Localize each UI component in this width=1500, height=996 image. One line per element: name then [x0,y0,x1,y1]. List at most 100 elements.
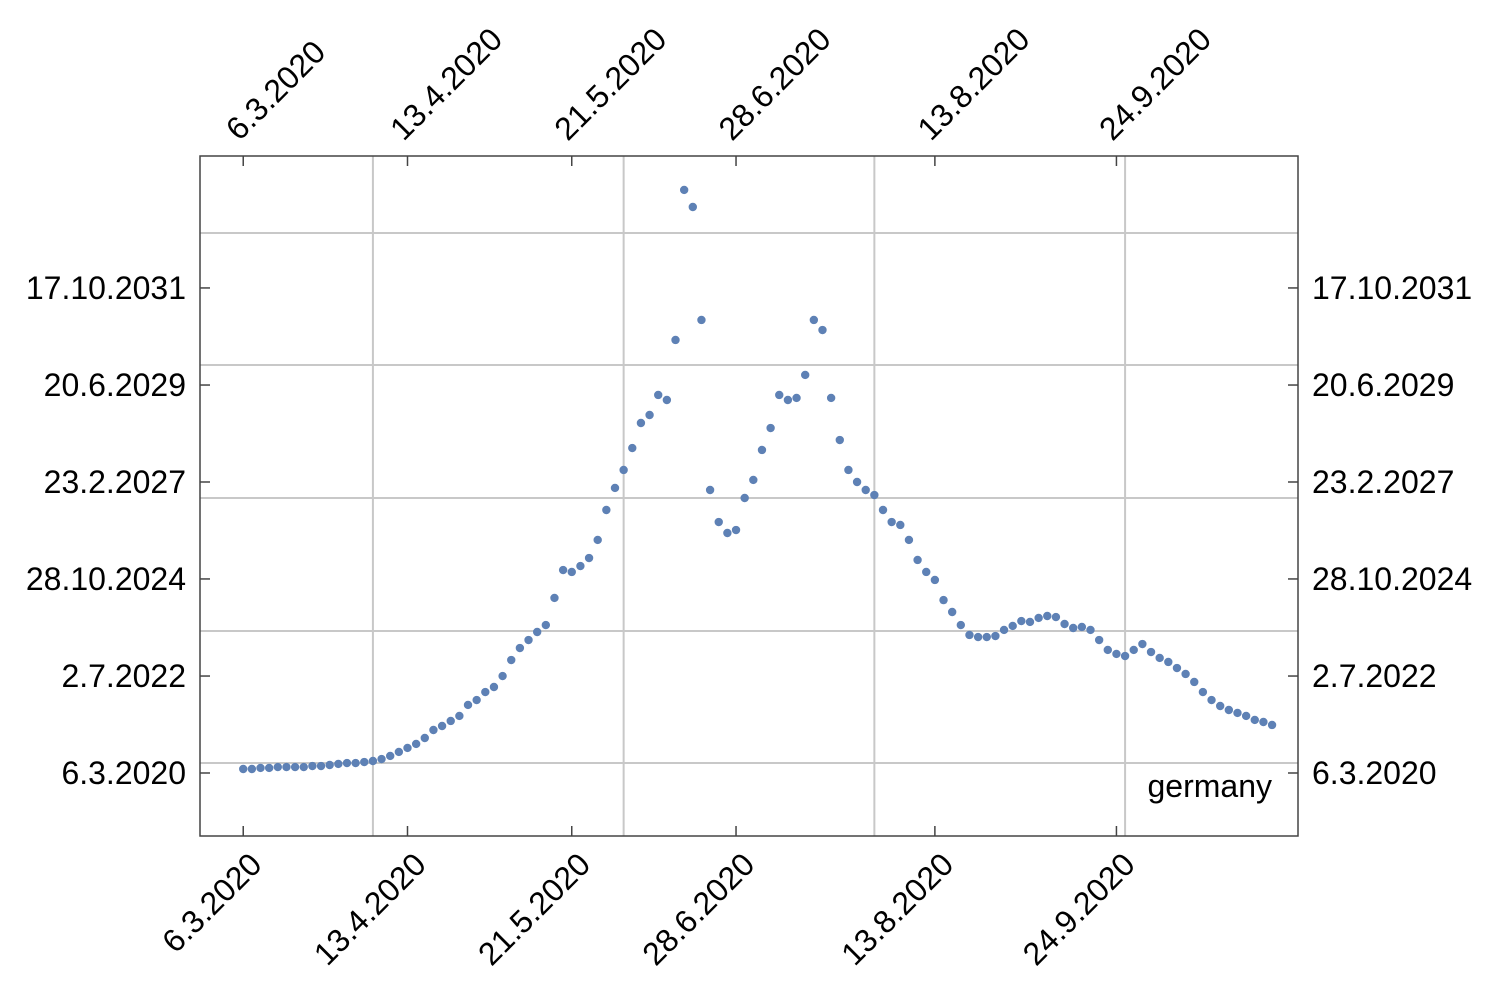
point [256,763,265,773]
point [1112,649,1121,659]
point [541,620,551,630]
point [1267,720,1277,730]
point [377,754,386,764]
point [1207,695,1216,705]
point [705,485,715,495]
point [1120,651,1130,661]
point [472,695,481,705]
point [290,762,300,772]
point [515,643,525,653]
point [489,682,499,692]
x-tick-label: 13.4.2020 [307,846,433,972]
y-tick-label-right: 23.2.2027 [1312,464,1454,500]
x-tick-label: 24.9.2020 [1016,846,1142,972]
point [273,762,283,772]
point [904,535,914,545]
point [584,553,594,563]
point [697,315,706,325]
point [567,567,576,577]
point [965,630,974,640]
x-tick-label: 28.6.2020 [635,846,761,972]
point [887,517,896,527]
y-tick-label-right: 28.10.2024 [1312,561,1472,597]
point [1155,653,1164,663]
y-tick-label: 6.3.2020 [61,755,186,791]
point [360,757,369,767]
point [1146,647,1156,657]
point [973,632,983,642]
point [852,477,862,487]
point [844,465,853,475]
point [386,751,395,761]
point [282,762,291,772]
point [1233,708,1242,718]
point [999,625,1009,635]
point [930,575,940,585]
point [498,671,507,681]
y-tick-label-right: 17.10.2031 [1312,270,1472,306]
point [1086,625,1095,635]
point [1259,717,1268,727]
point [939,595,948,605]
point [1190,677,1199,687]
point [411,739,421,749]
point [1215,701,1225,711]
point [593,535,602,545]
point [342,758,352,768]
y-tick-label-right: 20.6.2029 [1312,367,1454,403]
point [714,517,723,527]
y-tick-label: 20.6.2029 [44,367,186,403]
point [1241,711,1251,721]
point [1172,663,1182,673]
point [308,761,317,771]
point [463,700,473,710]
point [507,655,516,665]
point [1043,611,1052,621]
x-tick-label: 6.3.2020 [155,846,269,960]
point [654,390,663,400]
point [1017,616,1026,626]
point [809,315,819,325]
point [602,505,611,515]
annotation: germany [1148,768,1273,804]
y-tick-label: 28.10.2024 [26,561,186,597]
x-tick-label: 21.5.2020 [471,846,597,972]
point [1250,715,1259,725]
point [1198,687,1208,697]
point [576,561,585,571]
point [1181,669,1190,679]
point [749,475,758,485]
point [1129,645,1138,655]
point [783,395,793,405]
point [429,725,438,735]
point [264,763,274,773]
point [835,435,844,445]
y-tick-label: 17.10.2031 [26,270,186,306]
point [991,631,1000,641]
point [818,325,827,335]
point [532,627,542,637]
point [403,743,412,753]
x-tick-label: 13.8.2020 [834,846,960,972]
point [870,490,879,500]
point [1060,619,1069,629]
point [1069,623,1078,633]
point [913,555,922,565]
point [922,567,931,577]
point [878,505,888,515]
point [896,520,905,530]
point [316,761,326,771]
point [671,335,680,345]
point [619,465,628,475]
point [1008,621,1017,631]
point [688,202,698,212]
point [740,493,749,503]
point [481,687,490,697]
point [1103,645,1112,655]
point [947,607,957,617]
point [800,370,810,380]
point [558,565,568,575]
y-tick-label: 23.2.2027 [44,464,186,500]
point [1077,622,1087,632]
